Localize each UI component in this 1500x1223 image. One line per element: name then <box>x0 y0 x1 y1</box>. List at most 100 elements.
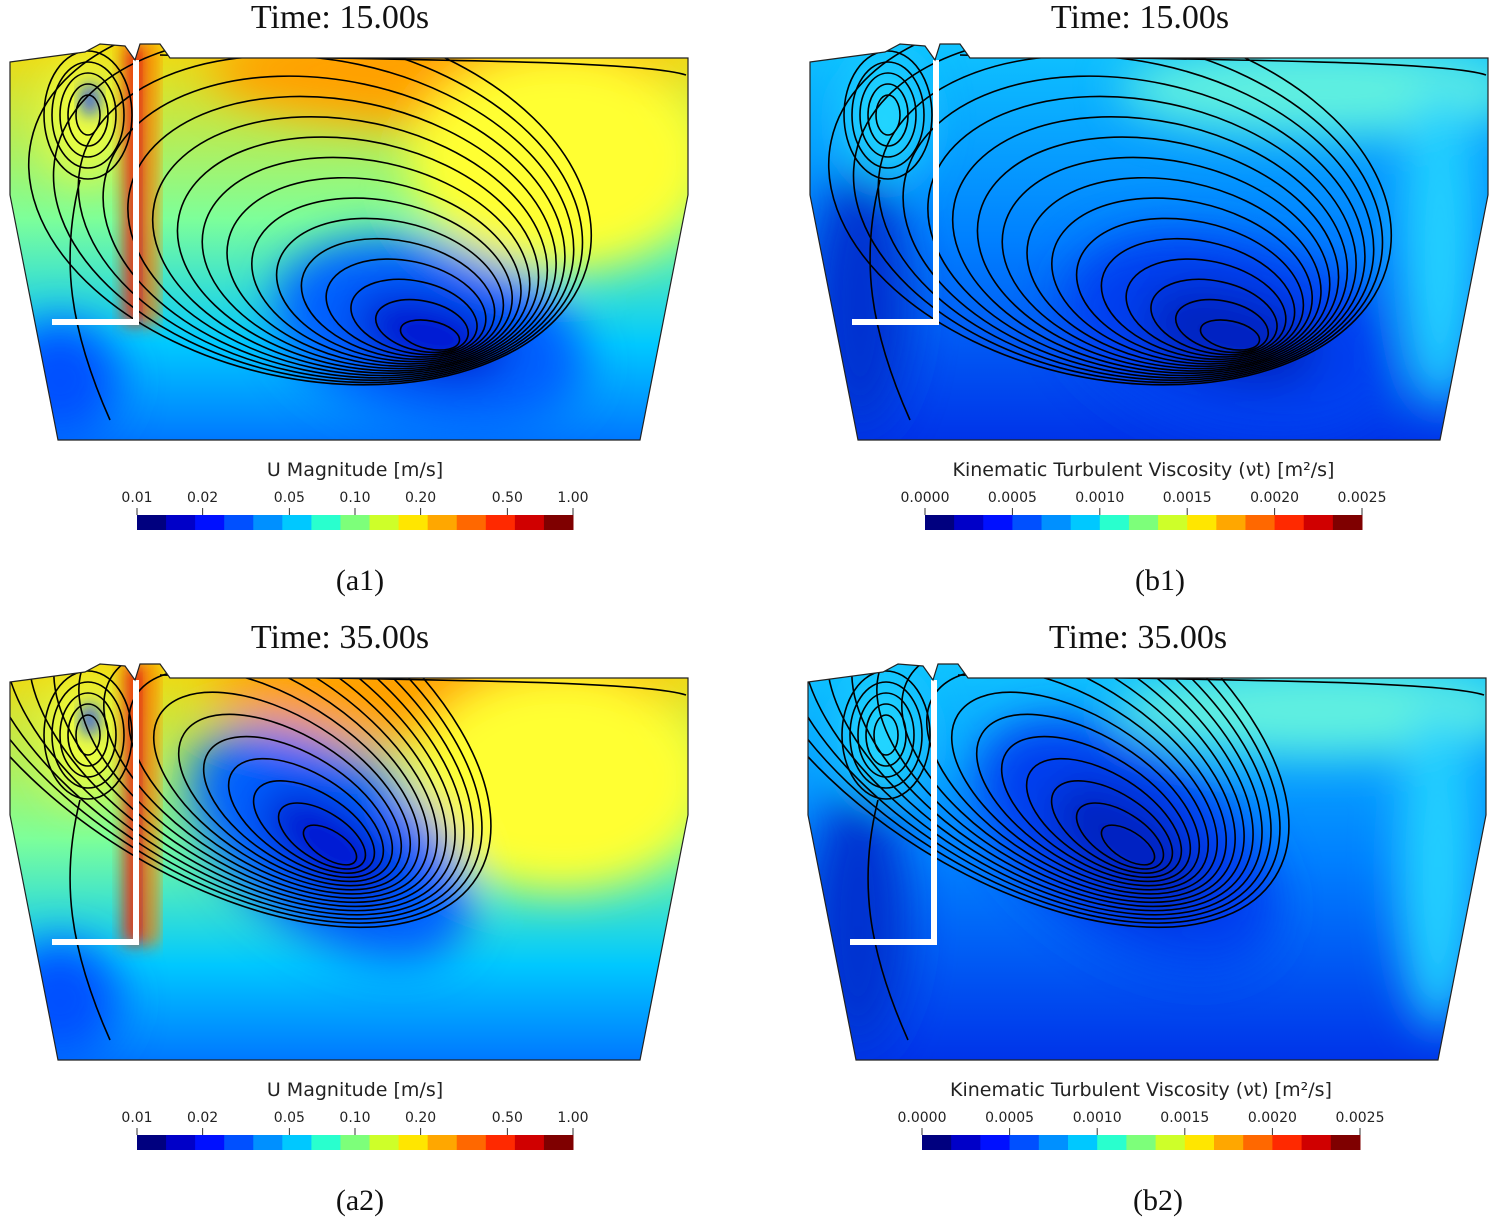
colorbar-tick-label: 0.10 <box>339 490 370 506</box>
streamline <box>1150 278 1278 356</box>
streamline <box>59 72 117 158</box>
colorbar-band <box>456 515 487 530</box>
colorbar-band <box>1332 515 1363 530</box>
colorbar-band <box>543 1135 574 1150</box>
colorbar-tick-label: 0.0015 <box>1163 490 1212 506</box>
colorbar-tick-label: 0.0015 <box>1160 1110 1209 1126</box>
jet <box>148 664 158 944</box>
colorbar-tick-label: 0.20 <box>405 490 436 506</box>
colorbar-band <box>369 515 400 530</box>
streamline <box>951 115 1349 375</box>
streamline <box>827 44 1393 386</box>
blob <box>1049 781 1207 909</box>
colorbar-band <box>514 1135 545 1150</box>
blob <box>260 788 400 902</box>
baffle <box>52 60 139 325</box>
streamline <box>51 681 125 789</box>
colorbar-band <box>224 515 254 530</box>
streamline <box>808 664 1263 916</box>
colorbar-band <box>485 1135 516 1150</box>
streamline <box>1125 258 1287 358</box>
panel: Time: 35.00s Kinematic Turbulent Viscosit… <box>807 619 1487 1217</box>
streamline <box>808 664 1290 929</box>
field-blobs <box>10 664 688 1060</box>
streamline <box>374 298 470 354</box>
blob <box>82 84 98 116</box>
streamline <box>51 61 125 169</box>
colorbar-tick-label: 0.0005 <box>988 490 1037 506</box>
streamline <box>1100 237 1296 361</box>
jet <box>148 44 158 324</box>
streamline <box>1075 802 1165 870</box>
colorbar-band <box>166 515 196 530</box>
blob <box>10 320 120 440</box>
panel: Time: 15.00s U Magnitude [m/s] 0.01 0.02 0.0… <box>9 0 689 597</box>
streamline <box>976 136 1340 372</box>
colorbar-band <box>1245 515 1276 530</box>
streamline <box>201 156 531 370</box>
colorbar-tick-label: 0.0000 <box>901 490 950 506</box>
colorbar-band <box>1126 1135 1157 1150</box>
panel-title: Time: 35.00s <box>1049 619 1227 656</box>
streamline <box>1100 824 1156 866</box>
colorbar-tick-label: 0.10 <box>339 1110 370 1126</box>
colorbar-band <box>1068 1135 1098 1150</box>
streamline <box>873 714 899 756</box>
streamline <box>202 735 394 883</box>
colorbar-tick-label: 0.50 <box>492 490 523 506</box>
streamline <box>67 703 109 767</box>
streamline <box>902 75 1366 379</box>
streamline <box>10 664 474 920</box>
colorbar-band <box>1301 1135 1332 1150</box>
streamline <box>867 799 909 1041</box>
streamline <box>300 237 496 361</box>
colorbar-band <box>922 1135 952 1150</box>
colorbar-band <box>311 1135 341 1150</box>
colorbar-tick-label: 0.02 <box>187 490 218 506</box>
streamline <box>869 179 911 421</box>
colorbar-band <box>983 515 1013 530</box>
blob <box>810 170 910 430</box>
blob <box>1398 710 1478 1030</box>
blob <box>808 790 908 1050</box>
colorbar-band <box>1038 1135 1069 1150</box>
streamline <box>1050 780 1174 874</box>
colorbar-band <box>282 1135 312 1150</box>
streamline <box>75 94 101 136</box>
colorbar-band <box>195 515 225 530</box>
panel-title: Time: 35.00s <box>251 619 429 656</box>
blob <box>1400 90 1480 410</box>
domain-outline <box>809 43 1489 441</box>
colorbar-tick-label: 0.0020 <box>1248 1110 1297 1126</box>
streamline <box>275 217 505 363</box>
streamline <box>10 664 492 929</box>
panel-caption: (b2) <box>1133 1184 1183 1217</box>
colorbar-band <box>224 1135 254 1150</box>
colorbar-band <box>1214 1135 1244 1150</box>
flow-field <box>810 44 1488 440</box>
colorbar-band <box>456 1135 487 1150</box>
blob <box>82 704 98 736</box>
colorbar-label: U Magnitude [m/s] <box>267 1079 443 1101</box>
streamline <box>103 664 429 899</box>
streamline <box>69 799 111 1041</box>
colorbar-tick-label: 0.20 <box>405 1110 436 1126</box>
streamline <box>975 713 1201 887</box>
colorbar-tick-label: 1.00 <box>557 1110 588 1126</box>
colorbar-band <box>427 1135 458 1150</box>
colorbar-band <box>427 515 458 530</box>
colorbar-band <box>1070 515 1101 530</box>
colorbar-band <box>1128 515 1159 530</box>
blob <box>410 670 688 890</box>
flow-field <box>10 664 688 1060</box>
colorbar-band <box>1041 515 1072 530</box>
colorbar-tick-label: 0.01 <box>121 490 152 506</box>
streamline <box>877 55 1375 381</box>
streamline <box>10 664 465 916</box>
colorbar-tick-label: 0.50 <box>492 1110 523 1126</box>
streamline <box>325 258 487 358</box>
streamline <box>251 197 513 365</box>
colorbar-band <box>1158 515 1188 530</box>
streamline <box>851 664 1245 908</box>
